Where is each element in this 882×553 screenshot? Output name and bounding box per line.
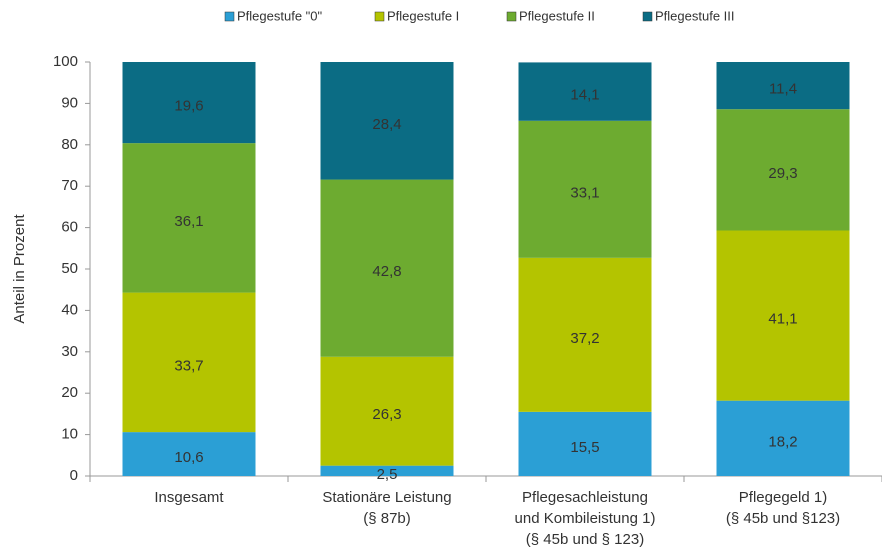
data-label: 19,6 <box>174 98 203 115</box>
bar-segment <box>320 465 454 476</box>
data-label: 26,3 <box>372 406 401 423</box>
legend-swatch <box>374 11 385 22</box>
legend-label: Pflegestufe III <box>655 8 735 23</box>
data-label: 14,1 <box>570 87 599 104</box>
bar-segment <box>716 400 850 476</box>
legend-swatch <box>224 11 235 22</box>
bar-segment <box>320 179 454 357</box>
data-label: 11,4 <box>769 81 797 98</box>
y-tick-label: 0 <box>70 467 78 484</box>
bar-segment <box>518 62 652 121</box>
y-tick-label: 40 <box>61 301 78 318</box>
data-label: 41,1 <box>768 311 797 328</box>
data-label: 33,1 <box>570 184 599 201</box>
bar-segment <box>716 109 850 231</box>
y-tick-label: 90 <box>61 94 78 111</box>
y-tick-label: 100 <box>53 53 78 70</box>
bar-segment <box>716 230 850 401</box>
bar-segment <box>320 62 454 180</box>
data-label: 28,4 <box>372 116 401 133</box>
y-tick-label: 60 <box>61 219 78 236</box>
data-label: 29,3 <box>768 165 797 182</box>
y-tick-label: 50 <box>61 260 78 277</box>
y-tick-label: 30 <box>61 343 78 360</box>
bar-segment <box>518 411 652 476</box>
data-label: 18,2 <box>768 433 797 450</box>
bar-segment <box>518 120 652 258</box>
legend-label: Pflegestufe I <box>387 8 459 23</box>
x-tick-label: Insgesamt <box>154 489 224 506</box>
y-axis-label: Anteil in Prozent <box>11 214 28 324</box>
bar-segment <box>716 62 850 110</box>
x-tick-label: Stationäre Leistung (§ 87b) <box>322 489 451 527</box>
data-label: 10,6 <box>174 449 203 466</box>
bar-segment <box>122 143 256 293</box>
y-tick-label: 80 <box>61 136 78 153</box>
legend-swatch <box>506 11 517 22</box>
bar-segment <box>122 292 256 433</box>
legend-label: Pflegestufe "0" <box>237 8 323 23</box>
x-tick-label: Pflegesachleistung und Kombileistung 1) (§… <box>515 489 656 548</box>
bar-segment <box>122 432 256 476</box>
bar-segment <box>320 356 454 466</box>
y-tick-label: 20 <box>61 384 78 401</box>
y-tick-label: 10 <box>61 426 78 443</box>
x-tick-label: Pflegegeld 1) (§ 45b und §123) <box>726 489 840 527</box>
bar-segment <box>518 257 652 412</box>
data-label: 33,7 <box>174 357 203 374</box>
data-label: 2,5 <box>377 466 398 483</box>
data-label: 36,1 <box>174 213 203 230</box>
data-label: 42,8 <box>372 263 401 280</box>
bar-segment <box>122 62 256 144</box>
legend-swatch <box>642 11 653 22</box>
y-tick-label: 70 <box>61 177 78 194</box>
data-label: 37,2 <box>570 330 599 347</box>
data-label: 15,5 <box>570 439 599 456</box>
legend-label: Pflegestufe II <box>519 8 595 23</box>
